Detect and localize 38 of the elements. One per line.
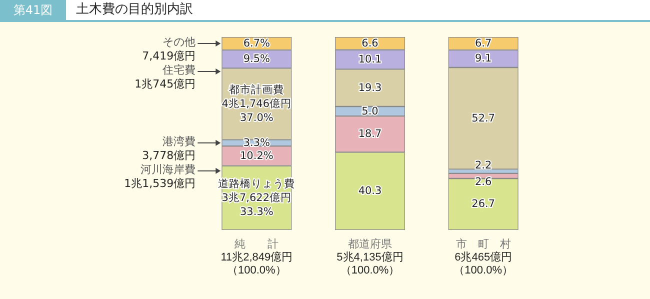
text: 河川海岸費 xyxy=(140,162,196,176)
text: 第41図 xyxy=(0,0,66,20)
series-label: 都市計画費 xyxy=(229,82,284,96)
data-label: 6.6 xyxy=(362,37,379,50)
data-label: 19.3 xyxy=(358,82,382,94)
data-label: 18.7 xyxy=(358,128,382,140)
data-label: 6.7 xyxy=(474,37,492,50)
data-label: 40.3 xyxy=(358,185,382,198)
text: その他 xyxy=(162,35,196,48)
x-tick-label: 都道府県 xyxy=(348,238,392,250)
text: 1兆745億円 xyxy=(134,77,196,90)
data-label: 10.2% xyxy=(240,150,274,162)
text: 住宅費 xyxy=(162,63,196,76)
text: 7,419億円 xyxy=(142,49,196,62)
data-label: 9.1 xyxy=(474,52,492,65)
annotation: 3兆7,622億円 xyxy=(222,190,292,204)
data-label: 26.7 xyxy=(472,198,496,210)
data-label: 5.0 xyxy=(362,105,378,118)
text: 港湾費 xyxy=(162,134,196,148)
data-label: 37.0% xyxy=(240,112,274,124)
x-tick-label: 純 計 xyxy=(234,238,279,250)
series-label: 道路橋りょう費 xyxy=(218,176,296,190)
text: 3,778億円 xyxy=(142,148,196,162)
data-label: 2.2 xyxy=(474,159,492,172)
data-label: 52.7 xyxy=(472,112,496,124)
data-label: 3.3% xyxy=(243,136,270,149)
data-label: 10.1 xyxy=(358,53,382,66)
data-label: 9.5% xyxy=(243,53,270,66)
x-tick-label: 市 町 村 xyxy=(456,238,511,250)
data-label: 6.7% xyxy=(243,37,270,50)
data-label: 33.3% xyxy=(240,206,274,218)
text: 1兆1,539億円 xyxy=(124,176,196,190)
total-label: 5兆4,135億円（100.0%） xyxy=(336,250,404,276)
chart-title: 土木費の目的別内訳 xyxy=(76,1,193,19)
total-label: 11兆2,849億円（100.0%） xyxy=(220,250,293,276)
annotation: 4兆1,746億円 xyxy=(222,96,292,110)
total-label: 6兆465億円（100.0%） xyxy=(454,250,513,276)
data-label: 2.6 xyxy=(474,176,492,188)
